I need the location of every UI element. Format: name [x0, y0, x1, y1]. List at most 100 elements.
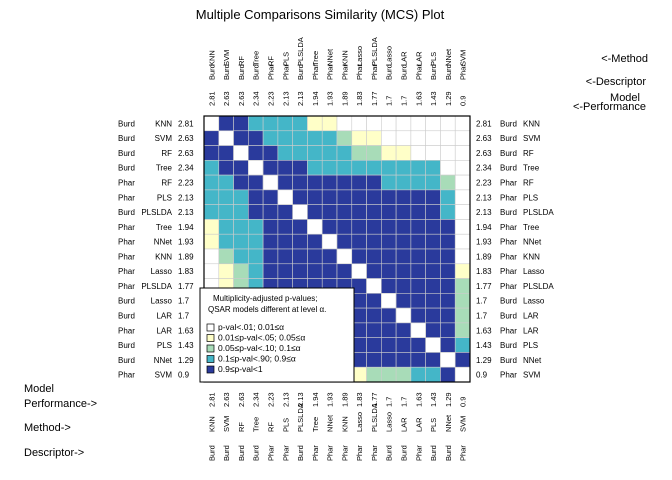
heatmap-cell — [410, 145, 426, 161]
heatmap-cell — [351, 233, 367, 250]
heatmap-cell — [425, 233, 441, 250]
heatmap-cell — [262, 189, 279, 205]
heatmap-cell — [307, 145, 323, 161]
heatmap-cell — [277, 233, 293, 250]
col-performance-label-bottom: 2.34 — [252, 392, 261, 407]
col-performance-label: 1.7 — [400, 96, 409, 106]
col-descriptor-label: Burd — [222, 64, 231, 80]
heatmap-cell — [321, 248, 338, 265]
heatmap-cell — [454, 307, 471, 324]
row-descriptor-label: Phar — [118, 223, 135, 232]
row-performance-label-right: 1.93 — [476, 238, 492, 247]
heatmap-cell — [366, 204, 382, 220]
heatmap-cell — [366, 293, 382, 309]
col-performance-label: 1.29 — [444, 91, 453, 106]
heatmap-cell — [307, 189, 323, 205]
heatmap-cell — [292, 263, 308, 279]
col-performance-label-bottom: 1.83 — [355, 392, 364, 407]
row-performance-label: 2.34 — [178, 164, 194, 173]
heatmap-cell — [203, 204, 220, 220]
heatmap-cell — [381, 366, 397, 383]
heatmap-cell — [454, 278, 471, 294]
heatmap-cell — [248, 145, 264, 161]
heatmap-cell — [425, 352, 441, 368]
heatmap-cell — [454, 263, 471, 279]
heatmap-cell — [277, 130, 293, 146]
row-descriptor-label-right: Burd — [500, 164, 517, 173]
row-performance-label: 1.93 — [178, 238, 194, 247]
col-descriptor-label: Phar — [267, 64, 276, 80]
heatmap-cell — [395, 204, 412, 220]
legend: Multiplicity-adjusted p-values; QSAR mod… — [199, 287, 355, 383]
row-descriptor-label-right: Burd — [500, 341, 517, 350]
heatmap-cell — [366, 263, 382, 279]
heatmap-cell — [262, 115, 279, 132]
row-method-label: LAR — [156, 326, 172, 335]
heatmap-cell — [292, 115, 308, 132]
heatmap-cell — [454, 160, 471, 176]
col-method-label: KNN — [340, 50, 349, 66]
col-descriptor-label: Burd — [400, 64, 409, 80]
heatmap-cell — [248, 204, 264, 220]
heatmap-cell — [454, 189, 471, 205]
heatmap-cell — [366, 366, 382, 383]
row-method-label-right: KNN — [523, 119, 540, 128]
heatmap-cell — [262, 263, 279, 279]
col-method-label: PLSLDA — [296, 37, 305, 66]
col-performance-label-bottom: 1.63 — [414, 392, 423, 407]
heatmap-cell — [440, 115, 456, 132]
heatmap-cell — [425, 322, 441, 338]
heatmap-cell — [262, 204, 279, 220]
heatmap-cell — [440, 174, 456, 191]
col-method-label-bottom: Tree — [252, 417, 261, 432]
row-method-label-right: Tree — [523, 164, 540, 173]
heatmap-cell — [307, 233, 323, 250]
col-method-label-bottom: LAR — [400, 417, 409, 432]
row-descriptor-label: Burd — [118, 312, 135, 321]
heatmap-cell — [454, 337, 471, 353]
row-descriptor-label-right: Burd — [500, 134, 517, 143]
heatmap-cell — [292, 219, 308, 235]
heatmap-cell — [366, 248, 382, 265]
row-descriptor-label-right: Phar — [500, 223, 517, 232]
row-descriptor-label: Burd — [118, 149, 135, 158]
heatmap-cell — [381, 233, 397, 250]
row-descriptor-label-right: Phar — [500, 238, 517, 247]
col-performance-label: 2.63 — [237, 91, 246, 106]
heatmap-cell — [425, 130, 441, 146]
col-performance-label-bottom: 1.94 — [311, 392, 320, 407]
row-descriptor-label: Burd — [118, 119, 135, 128]
col-method-label: LAR — [414, 51, 423, 66]
row-performance-label: 1.29 — [178, 356, 194, 365]
heatmap-cell — [425, 293, 441, 309]
heatmap-cell — [307, 248, 323, 265]
heatmap-cell — [218, 160, 234, 176]
heatmap-cell — [321, 145, 338, 161]
col-descriptor-label-bottom: Burd — [252, 445, 261, 461]
col-performance-label-bottom: 2.13 — [281, 392, 290, 407]
heatmap-cell — [454, 248, 471, 265]
heatmap-cell — [277, 145, 293, 161]
col-performance-label-bottom: 2.13 — [296, 392, 305, 407]
heatmap-cell — [395, 322, 412, 338]
heatmap-cell — [307, 174, 323, 191]
row-descriptor-label: Burd — [118, 164, 135, 173]
heatmap-cell — [454, 233, 471, 250]
heatmap-cell — [381, 248, 397, 265]
heatmap-cell — [277, 160, 293, 176]
heatmap-cell — [233, 145, 249, 161]
heatmap-cell — [440, 233, 456, 250]
heatmap-cell — [454, 219, 471, 235]
heatmap-cell — [425, 366, 441, 383]
heatmap-cell — [440, 322, 456, 338]
heatmap-cell — [233, 130, 249, 146]
col-performance-label-bottom: 1.93 — [326, 392, 335, 407]
legend-entry-label: 0.01≤p-val<.05; 0.05≤α — [218, 333, 305, 343]
row-method-label: PLSLDA — [141, 208, 172, 217]
heatmap-cell — [321, 219, 338, 235]
heatmap-cell — [351, 219, 367, 235]
heatmap-cell — [218, 219, 234, 235]
row-method-label: Tree — [156, 223, 173, 232]
col-method-label-bottom: RF — [267, 422, 276, 432]
heatmap-cell — [233, 189, 249, 205]
